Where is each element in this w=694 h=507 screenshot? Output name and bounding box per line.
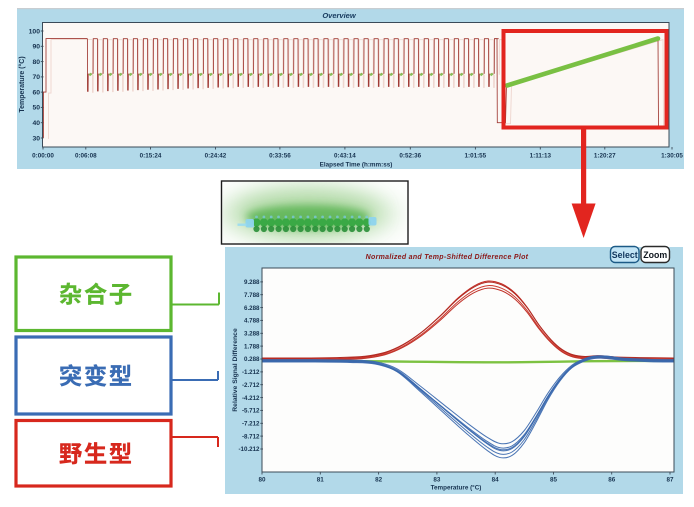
svg-text:Relative Signal Difference: Relative Signal Difference: [232, 328, 239, 412]
svg-text:83: 83: [433, 477, 441, 484]
svg-text:0:33:56: 0:33:56: [269, 153, 291, 160]
svg-text:-5.712: -5.712: [242, 408, 260, 415]
svg-text:-7.212: -7.212: [242, 420, 260, 427]
svg-text:86: 86: [608, 477, 616, 484]
svg-text:-10.212: -10.212: [239, 446, 261, 453]
svg-text:Zoom: Zoom: [643, 250, 667, 260]
svg-text:0:52:36: 0:52:36: [399, 153, 421, 160]
svg-text:Temperature (°C): Temperature (°C): [431, 484, 482, 492]
svg-text:3.288: 3.288: [244, 330, 260, 337]
svg-text:80: 80: [32, 59, 40, 66]
svg-text:30: 30: [32, 135, 40, 142]
svg-text:7.788: 7.788: [244, 292, 260, 299]
svg-text:4.788: 4.788: [244, 318, 260, 325]
svg-text:-2.712: -2.712: [242, 382, 260, 389]
svg-text:-4.212: -4.212: [242, 395, 260, 402]
svg-text:100: 100: [29, 28, 41, 35]
svg-text:9.288: 9.288: [244, 279, 260, 286]
svg-text:-1.212: -1.212: [242, 369, 260, 376]
svg-text:Elapsed Time (h:mm:ss): Elapsed Time (h:mm:ss): [320, 162, 393, 169]
svg-text:Overview: Overview: [322, 11, 357, 20]
svg-text:1.788: 1.788: [244, 343, 260, 350]
svg-text:84: 84: [492, 477, 500, 484]
svg-text:80: 80: [258, 477, 266, 484]
svg-text:0:06:08: 0:06:08: [75, 153, 97, 160]
svg-text:0:15:24: 0:15:24: [140, 153, 162, 160]
svg-text:0:43:14: 0:43:14: [334, 153, 356, 160]
svg-text:60: 60: [32, 89, 40, 96]
svg-text:81: 81: [317, 477, 325, 484]
svg-text:Temperature (°C): Temperature (°C): [18, 56, 26, 112]
svg-text:-8.712: -8.712: [242, 433, 260, 440]
svg-text:0:24:42: 0:24:42: [205, 153, 227, 160]
svg-text:Select: Select: [612, 250, 638, 260]
svg-text:0.288: 0.288: [244, 356, 260, 363]
svg-text:82: 82: [375, 477, 383, 484]
svg-text:1:30:05: 1:30:05: [661, 153, 683, 160]
svg-text:70: 70: [32, 74, 40, 81]
svg-text:40: 40: [32, 120, 40, 127]
svg-text:1:01:55: 1:01:55: [464, 153, 486, 160]
svg-text:6.288: 6.288: [244, 305, 260, 312]
svg-text:1:20:27: 1:20:27: [594, 153, 616, 160]
svg-text:90: 90: [32, 44, 40, 51]
svg-text:85: 85: [550, 477, 558, 484]
svg-text:0:00:00: 0:00:00: [32, 153, 54, 160]
svg-text:87: 87: [667, 477, 675, 484]
svg-text:1:11:13: 1:11:13: [530, 153, 552, 160]
svg-text:50: 50: [32, 105, 40, 112]
svg-text:Normalized and Temp-Shifted Di: Normalized and Temp-Shifted Difference P…: [366, 254, 529, 261]
